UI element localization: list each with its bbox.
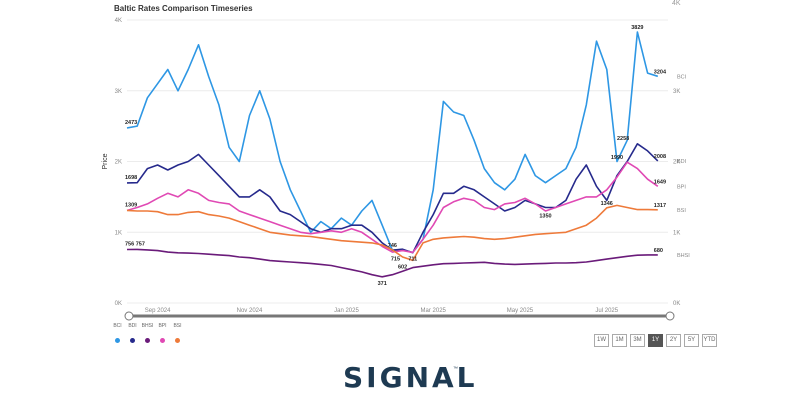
data-label: 602	[398, 264, 407, 270]
series-line-bpi	[126, 161, 659, 254]
legend-item-bsi[interactable]: BSI	[173, 323, 182, 343]
legend-label: BDI	[128, 323, 137, 329]
data-label: 756 757	[125, 242, 145, 248]
y-tick-label-right: 3K	[673, 89, 680, 95]
legend-item-bci[interactable]: BCI	[113, 323, 122, 343]
range-slider-handle-end[interactable]	[665, 311, 675, 321]
legend-item-bdi[interactable]: BDI	[128, 323, 137, 343]
x-tick-label: Jan 2025	[334, 308, 359, 314]
data-label: 1698	[125, 175, 137, 181]
y-tick-label: 2K	[115, 160, 122, 166]
data-label: 1649	[654, 179, 666, 185]
x-tick-label: May 2025	[507, 308, 534, 314]
legend-label: BCI	[113, 323, 122, 329]
series-end-label: BSI	[677, 208, 686, 214]
data-label: 746	[388, 243, 397, 249]
legend-label: BPI	[158, 323, 167, 329]
data-label: 1350	[539, 213, 551, 219]
data-label: 1317	[654, 203, 666, 209]
y-tick-label: 3K	[115, 89, 122, 95]
data-label: 680	[654, 248, 663, 254]
range-button-1m[interactable]: 1M	[612, 334, 627, 347]
data-label: 3204	[654, 69, 667, 75]
range-button-3m[interactable]: 3M	[630, 334, 645, 347]
y-tick-label: 4K	[115, 18, 122, 24]
data-label: 1346	[601, 201, 613, 207]
data-label: 3829	[631, 25, 643, 31]
series-line-bci	[126, 31, 659, 254]
x-tick-label: Sep 2024	[145, 308, 171, 314]
x-tick-label: Nov 2024	[237, 308, 263, 314]
y-tick-label-right: 0K	[673, 301, 680, 307]
legend-item-bhsi[interactable]: BHSI	[141, 323, 154, 343]
x-tick-label: Jul 2025	[595, 308, 618, 314]
data-label: 2473	[125, 120, 137, 126]
series-line-bsi	[126, 204, 658, 262]
y-tick-label-right: 2K	[673, 160, 680, 166]
data-label: 711	[408, 257, 417, 263]
legend: BCI BDI BHSI BPI BSI	[113, 323, 182, 343]
legend-color-dot	[175, 338, 180, 343]
legend-color-dot	[145, 338, 150, 343]
legend-color-dot	[130, 338, 135, 343]
trademark-mark: ™	[453, 366, 458, 372]
range-button-1w[interactable]: 1W	[594, 334, 609, 347]
chart-title: Baltic Rates Comparison Timeseries	[114, 4, 253, 13]
y-tick-label: 0K	[115, 301, 122, 307]
range-button-2y[interactable]: 2Y	[666, 334, 681, 347]
top-right-tick-label: 4K	[672, 0, 681, 7]
range-button-5y[interactable]: 5Y	[684, 334, 699, 347]
data-label: 371	[378, 281, 387, 287]
series-end-label: BHSI	[677, 253, 690, 259]
range-selector: 1W 1M 3M 1Y 2Y 5Y YTD	[594, 334, 717, 347]
y-tick-label: 1K	[115, 230, 122, 236]
legend-color-dot	[115, 338, 120, 343]
data-label: 2008	[654, 154, 666, 160]
y-axis-title: Price	[102, 153, 109, 169]
series-line-bhsi	[126, 248, 658, 278]
range-button-1y[interactable]: 1Y	[648, 334, 663, 347]
legend-label: BSI	[173, 323, 182, 329]
legend-color-dot	[160, 338, 165, 343]
data-label: 1990	[611, 155, 623, 161]
data-label: 715	[391, 256, 400, 262]
series-end-label: BPI	[677, 184, 686, 190]
range-slider-handle-start[interactable]	[124, 311, 134, 321]
series-end-label: BDI	[677, 159, 687, 165]
legend-item-bpi[interactable]: BPI	[158, 323, 167, 343]
series-end-label: BCI	[677, 74, 687, 80]
legend-label: BHSI	[141, 323, 154, 329]
x-tick-label: Mar 2025	[421, 308, 447, 314]
range-button-ytd[interactable]: YTD	[702, 334, 717, 347]
data-label: 1309	[125, 202, 137, 208]
data-label: 2258	[617, 136, 629, 142]
y-tick-label-right: 1K	[673, 230, 680, 236]
signal-logo: SIGNAL	[343, 361, 478, 394]
